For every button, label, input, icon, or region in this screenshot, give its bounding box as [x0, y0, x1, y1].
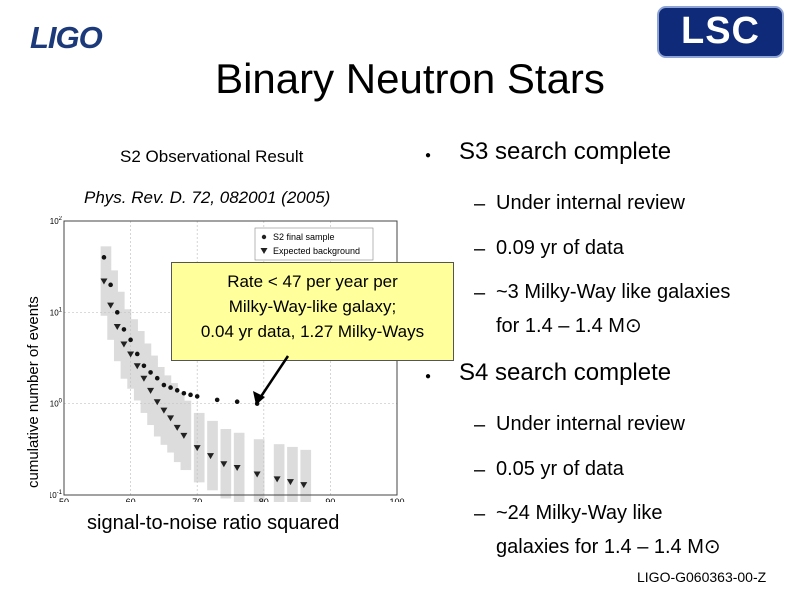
background-band: [253, 439, 265, 502]
legend-triangle-marker: [260, 248, 268, 254]
background-triangle: [127, 351, 135, 358]
background-triangle: [300, 482, 308, 489]
sample-dot: [168, 385, 173, 390]
background-triangle: [253, 471, 261, 478]
x-tick-label: 80: [259, 497, 269, 502]
s4-item-galaxies-1: ~24 Milky-Way like: [496, 502, 663, 524]
sample-dot: [148, 370, 153, 375]
s4-item-data: 0.05 yr of data: [496, 458, 624, 480]
sample-dot: [121, 327, 127, 332]
ligo-logo: LIGO: [30, 20, 103, 56]
sample-dot: [141, 363, 147, 369]
chart-legend: S2 final sample Expected background: [254, 227, 374, 261]
sample-dot: [101, 255, 107, 260]
x-tick-label: 70: [192, 497, 202, 502]
background-triangle: [207, 453, 215, 460]
s4-item-review: Under internal review: [496, 413, 685, 435]
background-band: [273, 444, 285, 502]
background-triangle: [286, 479, 294, 486]
sample-dot: [234, 399, 240, 405]
callout-line-3: 0.04 yr data, 1.27 Milky-Ways: [200, 322, 425, 341]
ligo-logo-text: LIGO: [30, 20, 103, 55]
x-tick-label: 50: [59, 497, 69, 502]
y-tick-label: 100: [50, 399, 63, 409]
s3-item-review: Under internal review: [496, 192, 685, 214]
background-band: [287, 446, 298, 502]
dash-icon: –: [474, 282, 486, 304]
background-triangle: [107, 302, 115, 309]
background-triangle: [100, 278, 108, 285]
background-triangle: [140, 375, 148, 382]
background-triangle: [133, 363, 141, 370]
page-title: Binary Neutron Stars: [215, 55, 605, 102]
s3-title: S3 search complete: [459, 138, 672, 165]
background-triangle: [120, 341, 128, 348]
lsc-logo: LSC: [657, 6, 784, 58]
y-tick-label: 10-1: [50, 490, 63, 500]
s4-item-galaxies-2: galaxies for 1.4 – 1.4 M⊙: [496, 536, 721, 558]
sample-dot: [154, 375, 160, 381]
document-id: LIGO-G060363-00-Z: [637, 569, 767, 585]
s3-item-galaxies-1: ~3 Milky-Way like galaxies: [496, 281, 731, 303]
background-triangle: [193, 445, 201, 452]
y-tick-label: 101: [50, 307, 63, 317]
sample-dot: [194, 394, 200, 399]
chart-x-label: signal-to-noise ratio squared: [87, 512, 340, 534]
data-marks: [100, 255, 308, 489]
background-triangle: [153, 399, 161, 406]
lsc-logo-text: LSC: [681, 10, 760, 52]
background-triangle: [147, 387, 155, 394]
dash-icon: –: [474, 193, 486, 215]
tick-labels: 50 60 70 80 90 100 10-1 100 101 102: [50, 216, 405, 502]
sample-dot: [161, 382, 167, 388]
sample-dot: [134, 351, 140, 357]
bullet-icon: ●: [425, 150, 432, 161]
background-triangle: [180, 432, 188, 439]
sample-dot: [108, 282, 113, 288]
background-triangle: [113, 323, 121, 330]
sample-dot: [188, 392, 193, 398]
legend-box: [254, 227, 374, 261]
x-tick-label: 60: [126, 497, 136, 502]
background-triangle: [167, 415, 175, 422]
background-triangle: [173, 424, 181, 431]
sample-dot: [114, 310, 120, 315]
dash-icon: –: [474, 503, 486, 525]
citation: Phys. Rev. D. 72, 082001 (2005): [84, 188, 331, 207]
background-triangle: [220, 461, 228, 468]
s3-item-data: 0.09 yr of data: [496, 237, 624, 259]
legend-label-sample: S2 final sample: [273, 232, 335, 242]
sample-dot: [174, 388, 180, 393]
dash-icon: –: [474, 459, 486, 481]
background-triangle: [233, 465, 241, 472]
rate-callout: Rate < 47 per year per Milky-Way-like ga…: [171, 262, 454, 361]
callout-line-2: Milky-Way-like galaxy;: [228, 297, 397, 316]
background-triangle: [160, 407, 168, 414]
background-band: [300, 449, 312, 502]
s4-title: S4 search complete: [459, 359, 672, 386]
bullet-icon: ●: [425, 371, 432, 382]
legend-label-background: Expected background: [273, 246, 360, 256]
callout-line-1: Rate < 47 per year per: [227, 272, 398, 291]
s2-heading: S2 Observational Result: [120, 147, 304, 166]
sample-dot: [181, 390, 187, 396]
background-triangle: [273, 476, 281, 483]
x-tick-label: 90: [325, 497, 335, 502]
dash-icon: –: [474, 414, 486, 436]
sample-dot: [214, 397, 220, 403]
sample-dot: [128, 337, 133, 343]
s3-item-galaxies-2: for 1.4 – 1.4 M⊙: [496, 315, 642, 337]
dash-icon: –: [474, 238, 486, 260]
legend-dot-marker: [261, 234, 267, 240]
y-tick-label: 102: [50, 216, 63, 226]
x-tick-label: 100: [389, 497, 404, 502]
